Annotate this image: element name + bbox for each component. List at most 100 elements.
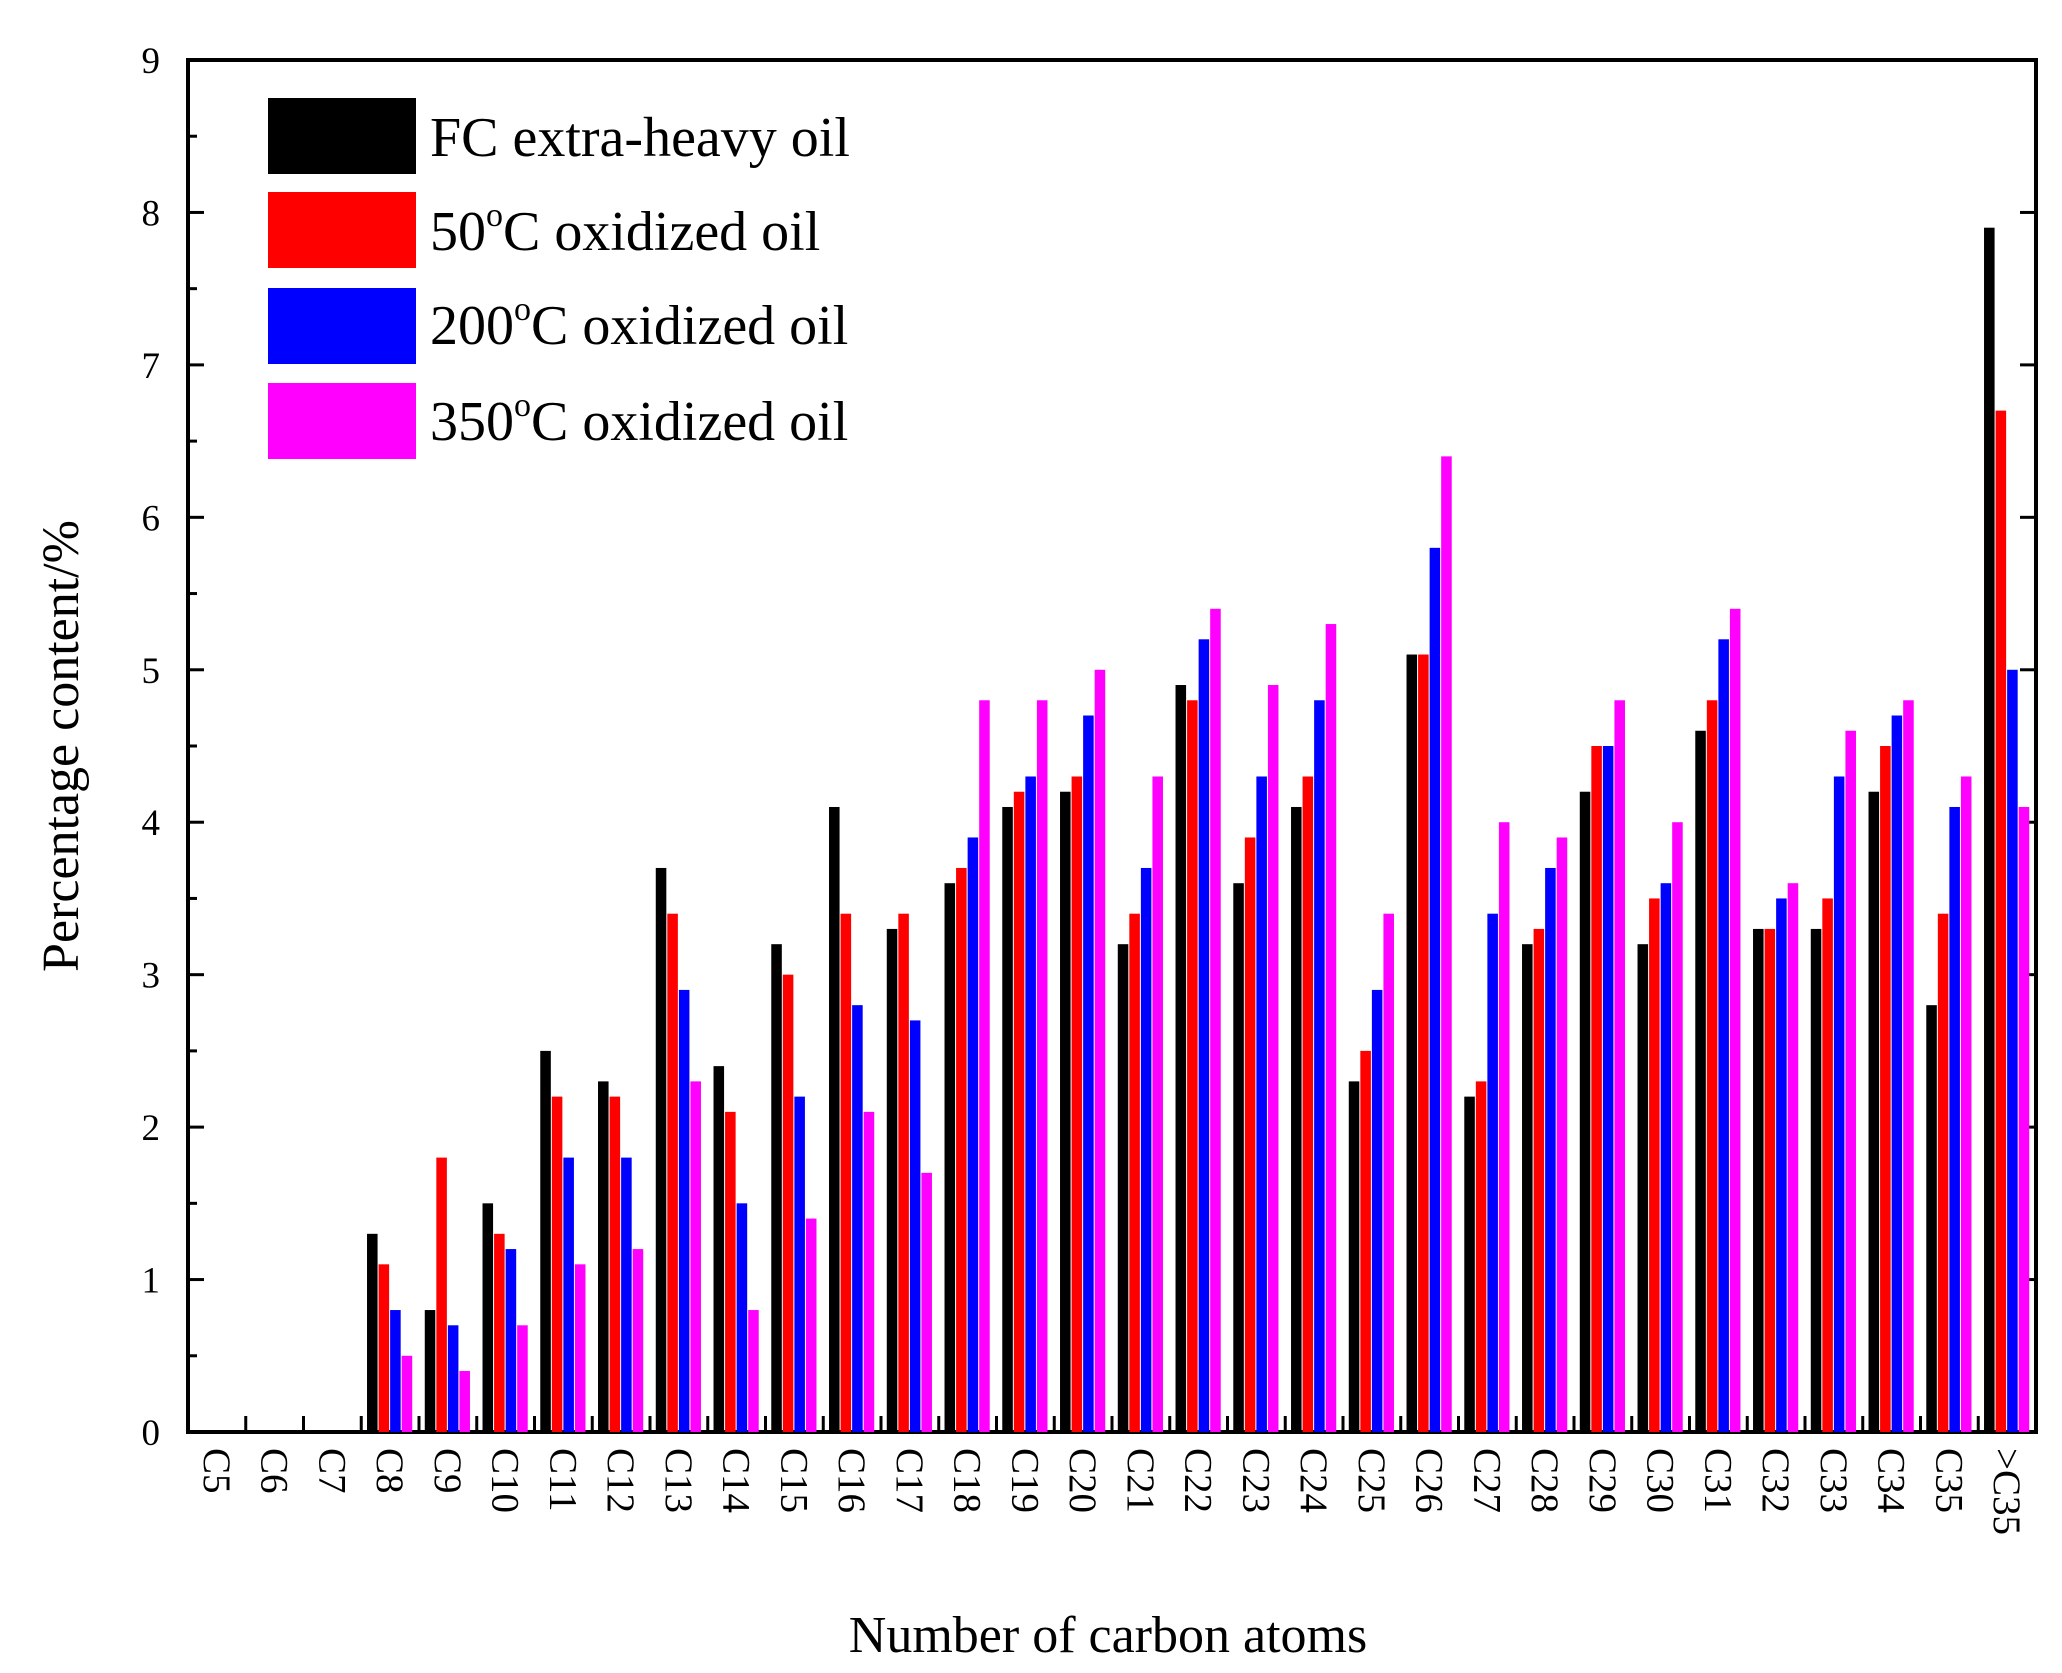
bar-series1-c8 — [378, 1264, 390, 1432]
bar-series0-c19 — [1002, 806, 1013, 1432]
x-tick-label: C33 — [1812, 1448, 1855, 1513]
bar-series0-c26 — [1406, 654, 1418, 1432]
bar-group-c23 — [1233, 685, 1279, 1432]
bar-group-c21 — [1117, 776, 1163, 1432]
bar-series2-c35 — [1949, 806, 1960, 1432]
x-tick-label: C9 — [426, 1448, 469, 1494]
bar-group-c34 — [1868, 700, 1914, 1432]
bar-group-c12 — [598, 1081, 644, 1432]
bar-series2-c20 — [1083, 715, 1094, 1432]
bar-series3-c24 — [1325, 624, 1337, 1432]
bar-series2-c34 — [1891, 715, 1903, 1432]
bar-series1-c12 — [609, 1096, 621, 1432]
x-tick-label: C22 — [1177, 1448, 1220, 1513]
y-tick-label: 8 — [142, 193, 161, 234]
bar-series2-c32 — [1776, 898, 1787, 1432]
bar-series2-c14 — [736, 1203, 748, 1432]
x-tick-label: C10 — [484, 1448, 527, 1513]
x-tick-label: C34 — [1870, 1448, 1913, 1513]
bar-series3-c22 — [1210, 608, 1221, 1432]
bar-series3-c30 — [1672, 822, 1683, 1432]
x-tick-label: C30 — [1639, 1448, 1682, 1513]
x-tick-label: C16 — [830, 1448, 873, 1513]
bar-series0-c30 — [1637, 944, 1649, 1432]
bar-series2-c33 — [1833, 776, 1845, 1432]
x-tick-label: C12 — [599, 1448, 642, 1513]
bar-group-c35 — [1926, 776, 1972, 1432]
bar-series2-c26 — [1429, 547, 1441, 1432]
y-tick-label: 1 — [142, 1261, 161, 1302]
bar-series2-c31 — [1718, 639, 1729, 1432]
bar-series3-gt-c35 — [2018, 806, 2030, 1432]
bar-series2-c27 — [1487, 913, 1498, 1432]
y-tick-label: 5 — [142, 651, 161, 692]
bar-series3-c25 — [1383, 913, 1394, 1432]
bar-series3-c23 — [1267, 685, 1279, 1432]
x-tick-label: C8 — [368, 1448, 411, 1494]
bar-series0-c12 — [598, 1081, 609, 1432]
bar-series2-c21 — [1140, 867, 1152, 1432]
bar-series2-c13 — [678, 989, 690, 1432]
bar-group-c22 — [1175, 608, 1221, 1432]
bar-series3-c33 — [1845, 730, 1856, 1432]
bar-series0-gt-c35 — [1984, 227, 1995, 1433]
bar-group-c31 — [1695, 608, 1741, 1432]
bar-group-c24 — [1291, 624, 1337, 1432]
x-tick-label: C13 — [657, 1448, 700, 1513]
bar-series0-c13 — [655, 867, 667, 1432]
bar-series2-c10 — [505, 1249, 517, 1432]
bar-series1-c13 — [667, 913, 678, 1432]
legend-swatch-350c-oxidized-oil — [268, 383, 416, 459]
bar-series0-c17 — [886, 928, 898, 1432]
bar-series0-c22 — [1175, 685, 1187, 1432]
bar-group-c32 — [1753, 883, 1799, 1432]
bar-group-c25 — [1348, 913, 1394, 1432]
x-tick-label: C31 — [1696, 1448, 1739, 1513]
bar-series2-c22 — [1198, 639, 1210, 1432]
bar-series2-c15 — [794, 1096, 805, 1432]
x-tick-label: C15 — [772, 1448, 815, 1513]
legend-label-350c-oxidized-oil: 350oC oxidized oil — [430, 387, 848, 453]
bar-series3-c34 — [1903, 700, 1914, 1432]
bar-series2-gt-c35 — [2007, 669, 2018, 1432]
bar-series3-c18 — [979, 700, 990, 1432]
bar-series2-c18 — [967, 837, 979, 1432]
bar-series1-c15 — [782, 974, 794, 1432]
bar-series1-c14 — [725, 1111, 736, 1432]
bar-series0-c8 — [367, 1233, 378, 1432]
bar-series1-c20 — [1071, 776, 1083, 1432]
bar-series3-c16 — [863, 1111, 875, 1432]
bar-group-c30 — [1637, 822, 1683, 1432]
bar-series2-c24 — [1314, 700, 1325, 1432]
legend-label-fc-extra-heavy-oil: FC extra-heavy oil — [430, 107, 850, 169]
y-axis: 0 1 2 3 4 5 6 7 8 9 — [142, 41, 2036, 1454]
bar-series1-c25 — [1360, 1050, 1371, 1432]
bar-series0-c23 — [1233, 883, 1244, 1432]
legend-swatch-fc-extra-heavy-oil — [268, 98, 416, 174]
x-tick-label: C29 — [1581, 1448, 1624, 1513]
bar-series3-c20 — [1094, 669, 1106, 1432]
bar-group-c16 — [829, 806, 875, 1432]
bar-series3-c13 — [690, 1081, 701, 1432]
bar-series2-c25 — [1371, 989, 1383, 1432]
bar-series1-c34 — [1880, 746, 1891, 1432]
bar-series0-c9 — [424, 1310, 436, 1432]
bar-series0-c35 — [1926, 1005, 1937, 1432]
legend-swatch-50c-oxidized-oil — [268, 192, 416, 268]
bar-group-c26 — [1406, 456, 1452, 1432]
x-tick-label: >C35 — [1985, 1448, 2028, 1535]
bar-series1-c21 — [1129, 913, 1140, 1432]
bar-series3-c32 — [1787, 883, 1799, 1432]
bar-series3-c17 — [921, 1172, 932, 1432]
bar-series3-c35 — [1960, 776, 1972, 1432]
bar-series2-c12 — [621, 1157, 632, 1432]
bar-group-c15 — [771, 944, 817, 1432]
bar-series0-c14 — [713, 1066, 725, 1432]
y-tick-label: 0 — [142, 1413, 161, 1454]
bar-series3-c11 — [574, 1264, 586, 1432]
bar-series1-c33 — [1822, 898, 1833, 1432]
bar-series0-c16 — [829, 806, 840, 1432]
bar-series3-c29 — [1614, 700, 1625, 1432]
bar-group-c27 — [1464, 822, 1510, 1432]
bar-series3-c19 — [1036, 700, 1048, 1432]
